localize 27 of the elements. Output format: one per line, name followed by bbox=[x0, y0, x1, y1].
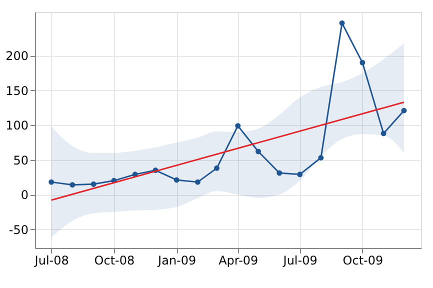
x-tick-label: Apr-09 bbox=[218, 254, 258, 268]
point bbox=[90, 181, 96, 187]
point bbox=[339, 20, 345, 26]
x-tick-label: Jul-08 bbox=[34, 254, 69, 268]
y-tick-label: 0 bbox=[20, 188, 28, 202]
y-tick-label: 150 bbox=[6, 84, 28, 98]
y-tick-label: -50 bbox=[8, 222, 28, 237]
y-tick-label: 200 bbox=[6, 49, 28, 64]
point bbox=[70, 182, 76, 188]
y-tick-label: 50 bbox=[13, 153, 28, 168]
point bbox=[214, 165, 220, 171]
point bbox=[318, 155, 324, 160]
y-tick-label: 100 bbox=[6, 118, 28, 133]
point bbox=[380, 130, 386, 136]
point bbox=[276, 170, 282, 176]
x-tick-label: Jan-09 bbox=[157, 254, 196, 268]
point bbox=[48, 179, 54, 185]
point bbox=[360, 60, 366, 66]
point bbox=[194, 179, 200, 185]
x-tick-label: Jul-09 bbox=[282, 254, 318, 268]
x-tick-label: Oct-08 bbox=[94, 254, 135, 268]
point bbox=[401, 108, 407, 114]
point bbox=[235, 123, 241, 129]
point bbox=[174, 177, 180, 183]
x-tick-label: Oct-09 bbox=[342, 254, 384, 268]
point bbox=[297, 172, 303, 178]
point bbox=[256, 148, 262, 154]
